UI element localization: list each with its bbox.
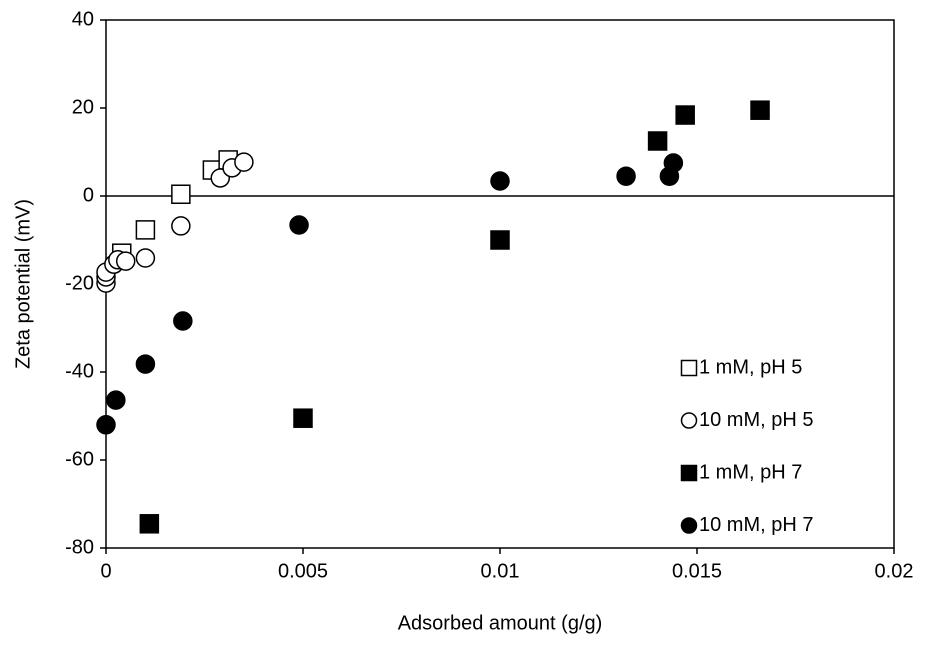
y-tick-label: 40 xyxy=(72,8,94,30)
legend-label: 1 mM, pH 7 xyxy=(699,461,802,483)
point xyxy=(234,152,254,172)
point xyxy=(139,514,160,534)
point xyxy=(750,100,770,120)
legend-label: 1 mM, pH 5 xyxy=(699,356,802,378)
point xyxy=(135,248,156,268)
y-axis-label: Zeta potential (mV) xyxy=(12,199,34,369)
point xyxy=(171,184,191,204)
point xyxy=(171,216,191,236)
point xyxy=(490,171,510,191)
y-tick-label: -20 xyxy=(65,272,94,294)
y-tick-label: -40 xyxy=(65,360,94,382)
point xyxy=(135,220,156,240)
legend-label: 10 mM, pH 7 xyxy=(699,514,813,536)
point xyxy=(663,153,684,173)
y-tick-label: -60 xyxy=(65,448,94,470)
x-tick-label: 0.015 xyxy=(672,560,722,582)
x-tick-label: 0.005 xyxy=(278,560,328,582)
x-axis-label: Adsorbed amount (g/g) xyxy=(398,612,603,634)
point xyxy=(616,166,636,186)
point xyxy=(293,408,313,428)
x-tick-label: 0 xyxy=(100,560,111,582)
point xyxy=(106,390,126,410)
point xyxy=(675,105,695,125)
point xyxy=(490,230,510,250)
legend-label: 10 mM, pH 5 xyxy=(699,409,813,431)
x-tick-label: 0.01 xyxy=(481,560,520,582)
legend-marker xyxy=(680,464,698,482)
legend-marker xyxy=(680,359,698,377)
y-tick-label: 20 xyxy=(72,96,94,118)
point xyxy=(289,215,309,235)
y-tick-label: -80 xyxy=(65,536,94,558)
point xyxy=(647,131,668,151)
legend-marker xyxy=(680,412,698,429)
legend-marker xyxy=(680,517,698,534)
y-tick-label: 0 xyxy=(83,184,94,206)
x-tick-label: 0.02 xyxy=(875,560,914,582)
point xyxy=(96,415,116,435)
point xyxy=(115,251,136,271)
point xyxy=(135,354,156,374)
point xyxy=(173,311,193,331)
